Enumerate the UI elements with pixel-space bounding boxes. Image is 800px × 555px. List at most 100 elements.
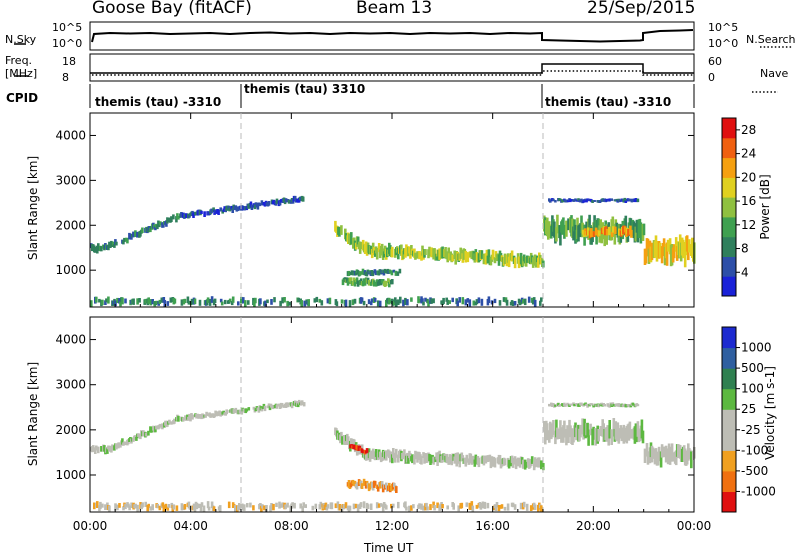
power-colorbar-tick-label: 16 xyxy=(741,194,756,208)
power-cell xyxy=(210,296,214,303)
power-heatmap xyxy=(90,195,696,308)
power-cell xyxy=(410,297,413,302)
power-cell xyxy=(421,298,424,304)
velocity-cell xyxy=(355,445,358,450)
velocity-cell xyxy=(145,432,148,437)
freq-unit-label: [MHz] xyxy=(5,67,38,80)
velocity-cell xyxy=(552,420,555,435)
velocity-cell xyxy=(188,505,192,510)
velocity-colorbar-tick-label: -500 xyxy=(741,464,768,478)
power-cell xyxy=(396,271,400,276)
power-cell xyxy=(270,299,273,305)
velocity-cell xyxy=(218,505,222,513)
velocity-cell xyxy=(453,456,456,464)
power-cell xyxy=(688,239,691,253)
velocity-ytick-label: 2000 xyxy=(55,423,86,437)
velocity-cell xyxy=(353,444,356,449)
power-cell xyxy=(392,269,396,273)
power-cell xyxy=(228,298,232,303)
power-cell xyxy=(376,300,380,307)
velocity-cell xyxy=(395,448,398,458)
velocity-cell xyxy=(149,506,152,511)
power-cell xyxy=(624,226,627,233)
power-cell xyxy=(267,201,271,206)
power-cell xyxy=(451,297,454,303)
velocity-cell xyxy=(641,430,645,444)
velocity-cell xyxy=(108,505,111,512)
power-cell xyxy=(300,300,303,307)
velocity-cell xyxy=(385,450,388,461)
velocity-cell xyxy=(436,502,439,509)
power-cell xyxy=(570,199,573,201)
power-cell xyxy=(105,298,108,303)
nave-tick-bottom: 0 xyxy=(708,71,715,84)
velocity-cell xyxy=(420,503,423,510)
power-cell xyxy=(646,238,650,252)
power-cell xyxy=(98,298,101,303)
velocity-cell xyxy=(187,501,191,509)
velocity-cell xyxy=(573,403,576,407)
velocity-cell xyxy=(379,503,383,507)
velocity-cell xyxy=(670,443,674,461)
power-cell xyxy=(614,226,617,235)
power-cell xyxy=(231,296,235,303)
power-cell xyxy=(563,224,566,239)
power-cell xyxy=(193,298,197,305)
velocity-cell xyxy=(587,429,590,446)
velocity-cell xyxy=(97,446,100,454)
velocity-cell xyxy=(597,429,600,442)
velocity-cell xyxy=(500,504,504,509)
velocity-cell xyxy=(529,505,533,511)
velocity-cell xyxy=(404,501,407,509)
velocity-cell xyxy=(119,444,122,448)
power-cell xyxy=(608,198,611,202)
velocity-cell xyxy=(397,454,400,463)
power-cell xyxy=(435,253,438,261)
velocity-cell xyxy=(115,443,118,450)
power-cell xyxy=(297,197,301,203)
velocity-cell xyxy=(461,455,465,461)
power-cell xyxy=(104,300,107,305)
power-cell xyxy=(374,270,378,276)
power-cell xyxy=(112,241,115,246)
velocity-cell xyxy=(415,451,418,460)
velocity-cell xyxy=(554,404,557,407)
velocity-cell xyxy=(291,502,294,508)
power-cell xyxy=(315,296,319,303)
power-cell xyxy=(132,298,135,305)
velocity-cell xyxy=(141,502,144,508)
velocity-cell xyxy=(278,501,281,509)
power-cell xyxy=(623,197,627,202)
power-cell xyxy=(291,199,295,204)
velocity-cell xyxy=(395,486,398,493)
nsky-tick-top: 10^5 xyxy=(52,21,83,34)
power-cell xyxy=(527,296,531,303)
power-cell xyxy=(159,221,162,226)
velocity-colorbar-segment xyxy=(722,409,736,431)
velocity-cell xyxy=(340,431,343,439)
velocity-cell xyxy=(394,454,397,463)
velocity-cell xyxy=(369,503,373,510)
power-colorbar-segment xyxy=(722,118,736,139)
power-cell xyxy=(490,300,494,305)
power-cell xyxy=(404,297,407,305)
power-cell xyxy=(461,297,465,305)
velocity-cell xyxy=(267,403,271,409)
power-cell xyxy=(149,227,152,233)
power-band-2 xyxy=(179,195,305,219)
velocity-cell xyxy=(495,502,499,508)
power-cell xyxy=(351,299,355,306)
power-cell xyxy=(183,298,187,303)
velocity-cell xyxy=(240,410,244,415)
velocity-cell xyxy=(352,503,356,510)
power-cell xyxy=(172,214,175,220)
nsearch-tick-bottom: 10^0 xyxy=(708,37,739,50)
velocity-cell xyxy=(433,505,436,511)
power-cell xyxy=(674,237,678,252)
power-cell xyxy=(132,231,135,238)
power-cell xyxy=(356,280,360,287)
velocity-cell xyxy=(105,505,108,510)
power-cell xyxy=(340,225,343,235)
velocity-heatmap xyxy=(90,399,696,513)
velocity-cell xyxy=(628,421,632,439)
